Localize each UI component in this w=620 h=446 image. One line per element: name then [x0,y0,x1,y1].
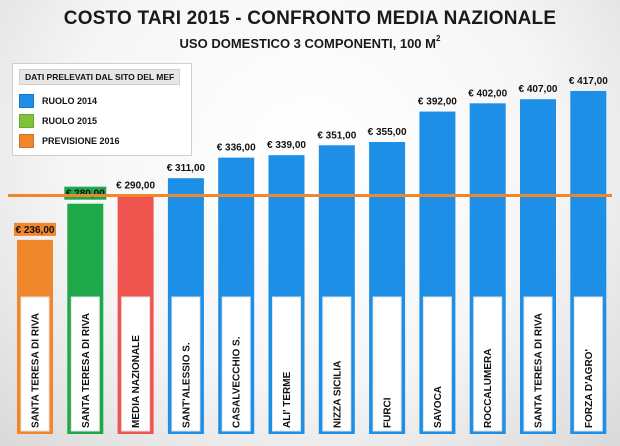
bar-label-panel [171,296,201,432]
category-label: ROCCALUMERA [483,349,494,428]
value-label: € 339,00 [267,140,306,151]
value-label: € 355,00 [368,127,407,138]
value-label: € 336,00 [217,143,256,154]
legend-swatch-blue [19,93,34,108]
legend-item-previsione-2016: PREVISIONE 2016 [19,133,120,148]
bar-group: SAVOCA € 392,00 [418,97,457,435]
value-label: € 236,00 [16,225,55,236]
bar-label-panel [70,296,100,432]
legend-swatch-green [19,113,34,128]
legend-label: PREVISIONE 2016 [42,135,120,146]
value-label: € 311,00 [167,163,206,174]
value-label: € 351,00 [317,130,356,141]
bar-label-panel [372,296,402,432]
bar-group: SANTA TERESA DI RIVA € 236,00 [14,222,56,434]
subtitle-superscript: 2 [435,34,441,43]
bar-label-panel [523,296,553,432]
bar-label-panel [573,296,603,432]
bar-label-panel [272,296,301,432]
category-label: SANTA TERESA DI RIVA [534,313,545,428]
bar-group: FORZA D'AGRO' € 417,00 [569,76,608,434]
chart-title: COSTO TARI 2015 - CONFRONTO MEDIA NAZION… [63,8,557,29]
bar-label-panel [422,296,452,432]
chart-subtitle: USO DOMESTICO 3 COMPONENTI, 100 M2 [0,34,620,51]
bar-label-panel [121,296,151,432]
bar-label-panel [20,296,50,432]
category-label: SANTA TERESA DI RIVA [31,313,42,428]
bar-group: NIZZA SICILIA € 351,00 [317,130,357,434]
category-label: MEDIA NAZIONALE [131,335,142,428]
bar-label-panel [322,296,352,432]
bar-group: SANTA TERESA DI RIVA€ 280,00 [64,186,107,434]
legend-label: RUOLO 2015 [42,115,98,126]
value-label: € 392,00 [418,97,457,108]
bar-group: ROCCALUMERA € 402,00 [468,88,508,434]
category-label: SANT'ALESSIO S. [181,342,192,428]
bar-group: SANTA TERESA DI RIVA € 407,00 [519,84,558,435]
legend-item-ruolo-2014: RUOLO 2014 [19,93,98,108]
category-label: SANTA TERESA DI RIVA [81,313,92,428]
legend: DATI PRELEVATI DAL SITO DEL MEF RUOLO 20… [12,63,192,156]
value-label: € 417,00 [569,76,608,87]
bar-group: SANT'ALESSIO S. € 311,00 [167,163,206,434]
value-label-bg [14,222,56,236]
legend-label: RUOLO 2014 [42,95,98,106]
bar-group: ALI' TERME € 339,00 [267,140,306,435]
legend-source-note: DATI PRELEVATI DAL SITO DEL MEF [19,69,181,85]
bar-label-panel [473,296,503,432]
category-label: ALI' TERME [282,371,293,428]
category-label: FORZA D'AGRO' [584,349,595,428]
legend-item-ruolo-2015: RUOLO 2015 [19,113,98,128]
value-label: € 402,00 [468,88,507,99]
category-label: FURCI [383,397,394,428]
legend-swatch-orange [19,133,34,148]
subtitle-text: USO DOMESTICO 3 COMPONENTI, 100 M [179,36,436,51]
bar-group: FURCI € 355,00 [368,127,407,434]
bar-group: MEDIA NAZIONALE € 290,00 [116,180,155,434]
bar-group: CASALVECCHIO S. € 336,00 [217,143,256,434]
value-label: € 290,00 [116,180,155,191]
category-label: CASALVECCHIO S. [232,336,243,428]
bar-label-panel [221,296,251,432]
category-label: NIZZA SICILIA [332,361,343,428]
category-label: SAVOCA [433,386,444,428]
value-label: € 407,00 [519,84,558,95]
